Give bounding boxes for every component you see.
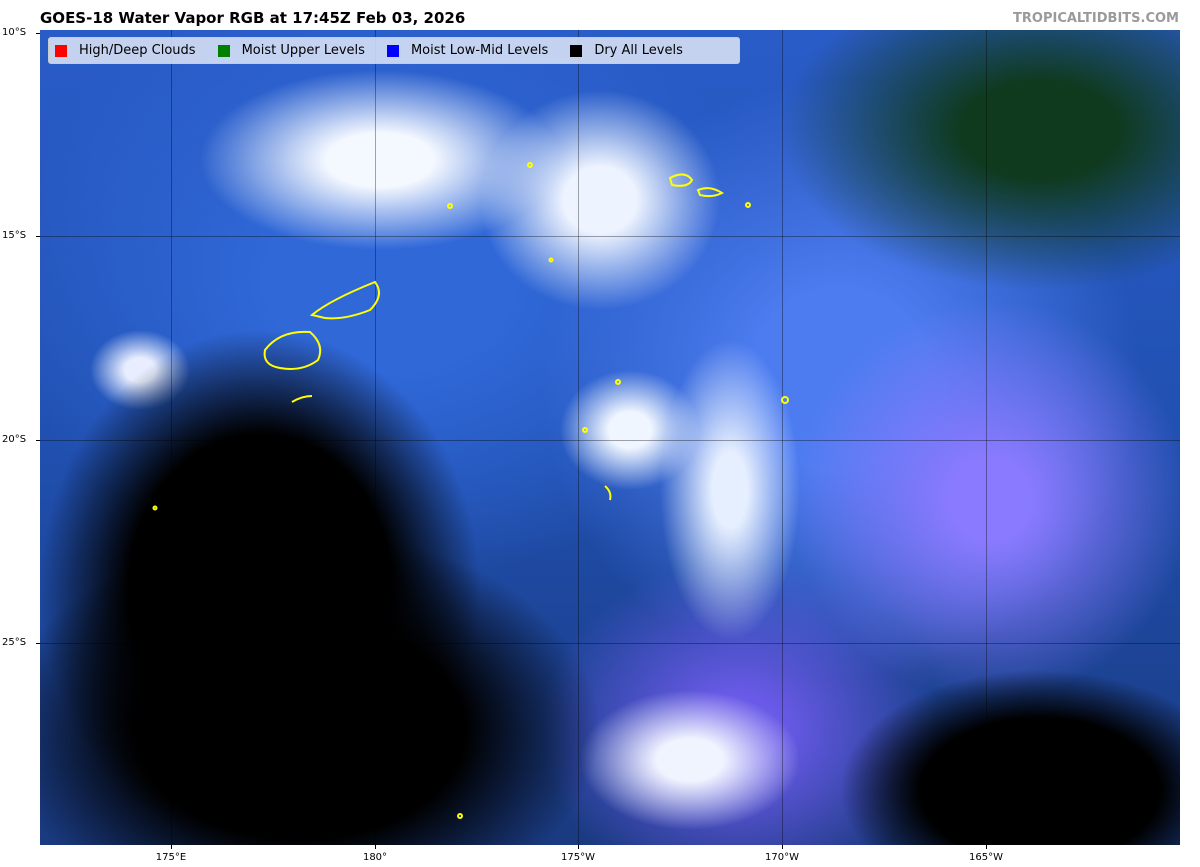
lat-tick-label: 25°S <box>2 637 41 648</box>
legend-item-high-deep-clouds: High/Deep Clouds <box>55 43 196 58</box>
satellite-map <box>40 30 1180 845</box>
legend-label: Dry All Levels <box>594 43 683 58</box>
gridline-lon <box>375 30 376 845</box>
lon-tick <box>171 845 172 849</box>
gridline-lon <box>986 30 987 845</box>
legend-swatch <box>386 44 399 57</box>
gridline-lat <box>40 643 1180 644</box>
lon-tick-label: 175°E <box>155 852 187 863</box>
lon-tick <box>782 845 783 849</box>
legend-item-moist-low-mid: Moist Low-Mid Levels <box>386 43 549 58</box>
legend-label: High/Deep Clouds <box>79 43 196 58</box>
source-credit: TROPICALTIDBITS.COM <box>1013 11 1179 26</box>
legend-item-dry: Dry All Levels <box>570 43 683 58</box>
legend-swatch <box>55 44 67 57</box>
island-viti-levu <box>263 330 322 370</box>
island-savaii <box>696 187 724 198</box>
legend-item-moist-upper: Moist Upper Levels <box>217 43 365 58</box>
lat-tick-label: 20°S <box>2 434 41 445</box>
lon-tick-label: 175°W <box>561 852 595 863</box>
lon-tick-label: 165°W <box>969 852 1003 863</box>
legend: High/Deep Clouds Moist Upper Levels Mois… <box>48 37 740 64</box>
gridline-lon <box>171 30 172 845</box>
gridline-lon <box>782 30 783 845</box>
lon-tick-label: 180° <box>362 852 388 863</box>
legend-label: Moist Low-Mid Levels <box>410 43 549 58</box>
legend-label: Moist Upper Levels <box>241 43 365 58</box>
gridline-lat <box>40 440 1180 441</box>
coastlines <box>152 162 789 819</box>
lon-tick <box>986 845 987 849</box>
gridline-lat <box>40 236 1180 237</box>
legend-swatch <box>570 44 583 57</box>
lon-tick <box>375 845 376 849</box>
island-vanua-levu <box>309 280 380 320</box>
legend-swatch <box>217 44 230 57</box>
lon-tick <box>578 845 579 849</box>
gridline-lon <box>578 30 579 845</box>
island-upolu <box>668 173 694 187</box>
lat-tick-label: 15°S <box>2 230 41 241</box>
map-title: GOES-18 Water Vapor RGB at 17:45Z Feb 03… <box>40 9 466 27</box>
island-kadavu <box>291 395 313 403</box>
lat-tick-label: 10°S <box>2 27 41 38</box>
lon-tick-label: 170°W <box>765 852 799 863</box>
island-tonga <box>604 485 612 501</box>
